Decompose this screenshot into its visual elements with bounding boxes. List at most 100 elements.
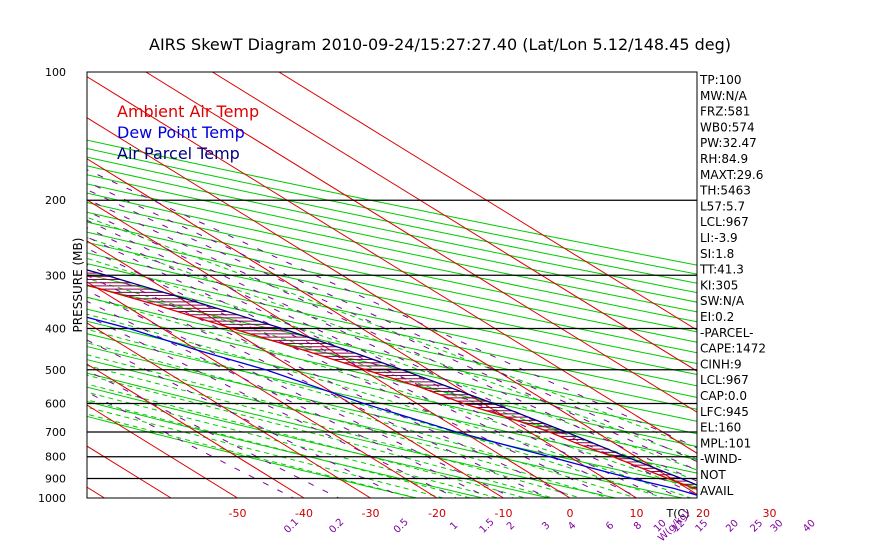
pressure-tick-label: 200 [45, 194, 66, 207]
moist-adiabat-line [87, 406, 446, 498]
moist-adiabat-line [87, 374, 555, 498]
pressure-tick-label: 1000 [38, 492, 66, 505]
dew-point-temp-line [87, 316, 697, 496]
stat-item: TP:100 [699, 73, 742, 87]
mixing-ratio-line [87, 339, 405, 498]
bottom-temp-tick-label: -10 [495, 507, 513, 520]
stat-item: CAP:0.0 [700, 389, 747, 403]
mixing-ratio-lines [87, 169, 697, 498]
mixing-ratio-line [87, 236, 642, 498]
stat-item: MPL:101 [700, 436, 751, 450]
moist-adiabat-line [87, 399, 473, 498]
stat-item: NOT [700, 468, 726, 482]
temp-unit-label: T(C) [666, 507, 690, 520]
bottom-temp-tick-label: -30 [362, 507, 380, 520]
stat-item: TT:41.3 [699, 263, 744, 277]
mixing-ratio-line [87, 169, 697, 449]
mixing-ratio-line [87, 315, 458, 498]
mixing-ratio-line [87, 263, 576, 498]
stat-item: MW:N/A [700, 89, 748, 103]
dry-adiabat-line [87, 221, 697, 354]
isotherm-line [87, 281, 438, 498]
dry-adiabat-line [87, 231, 697, 365]
isotherm-line [145, 72, 697, 413]
isotherm-line [87, 240, 504, 498]
isotherm-line [87, 363, 305, 498]
stat-item: FRZ:581 [700, 105, 750, 119]
bottom-temp-tick-label: 0 [567, 507, 574, 520]
pressure-tick-label: 500 [45, 364, 66, 377]
mixing-ratio-line [87, 300, 490, 498]
stat-item: CAPE:1472 [700, 342, 766, 356]
pressure-tick-label: 600 [45, 397, 66, 410]
dry-adiabat-line [87, 308, 697, 448]
bottom-temp-tick-label: -40 [295, 507, 313, 520]
bottom-temp-tick-label: -20 [428, 507, 446, 520]
legend-entry: Air Parcel Temp [117, 144, 240, 163]
dry-adiabat-line [87, 211, 697, 343]
isotherm-line [87, 76, 697, 454]
stat-item: TH:5463 [699, 184, 751, 198]
mixing-ratio-line [87, 227, 664, 498]
bottom-temp-tick-label: 30 [763, 507, 777, 520]
mixing-ratio-line [87, 181, 697, 463]
plot-frame [86, 71, 698, 499]
mixing-ratio-line [87, 247, 614, 498]
dry-adiabat-line [87, 183, 697, 313]
stat-item: CINH:9 [700, 357, 742, 371]
dry-adiabat-line [87, 296, 697, 435]
chart-title: AIRS SkewT Diagram 2010-09-24/15:27:27.4… [149, 35, 731, 54]
dry-adiabat-line [87, 415, 419, 498]
legend-entry: Ambient Air Temp [117, 102, 259, 121]
stat-item: LFC:945 [700, 405, 749, 419]
mixing-ratio-line [87, 274, 550, 498]
stat-item: EI:0.2 [700, 310, 734, 324]
legend-entry: Dew Point Temp [117, 123, 245, 142]
stat-item: KI:305 [700, 278, 738, 292]
isotherm-line [87, 158, 637, 498]
stat-item: MAXT:29.6 [700, 168, 763, 182]
stat-item: RH:84.9 [700, 152, 748, 166]
stat-item: SW:N/A [700, 294, 745, 308]
dry-adiabat-line [87, 139, 697, 266]
dry-adiabat-line [87, 174, 697, 303]
plot-area [87, 72, 697, 498]
pressure-tick-label: 900 [45, 473, 66, 486]
moist-adiabat-line [87, 413, 419, 498]
dry-adiabat-line [87, 148, 697, 275]
stat-item: SI:1.8 [700, 247, 734, 261]
sounding-series [87, 269, 697, 496]
isotherm-line [87, 322, 371, 498]
mixing-ratio-line [87, 391, 295, 498]
pressure-tick-label: 300 [45, 269, 66, 282]
stat-item: AVAIL [700, 484, 734, 498]
legend: Ambient Air Temp Dew Point Temp Air Parcel… [117, 102, 259, 163]
mixing-ratio-line [87, 369, 340, 498]
cape-hatching [87, 272, 697, 489]
pressure-tick-label: 400 [45, 322, 66, 335]
stat-item: -WIND- [700, 452, 742, 466]
bottom-temp-tick-label: 10 [630, 507, 644, 520]
stat-item: WB0:574 [700, 120, 755, 134]
mixing-ratio-line [87, 290, 515, 498]
dry-adiabat-line [87, 165, 697, 294]
dry-adiabats [87, 139, 697, 498]
dry-adiabat-line [87, 274, 697, 410]
isotherm-line [87, 199, 571, 498]
stat-item: EL:160 [700, 421, 741, 435]
isotherm-line [87, 404, 238, 498]
dry-adiabat-line [87, 359, 685, 498]
dry-adiabat-line [87, 372, 618, 498]
dry-adiabat-line [87, 285, 697, 422]
dry-adiabat-line [87, 241, 697, 376]
isobars [87, 199, 697, 480]
pressure-tick-label: 100 [45, 66, 66, 79]
pressure-tick-label: 700 [45, 426, 66, 439]
dry-adiabat-line [87, 333, 697, 474]
dry-adiabat-line [87, 401, 485, 498]
moist-adiabat-line [87, 364, 583, 498]
bottom-temp-tick-label: -50 [229, 507, 247, 520]
stat-item: PW:32.47 [700, 136, 757, 150]
